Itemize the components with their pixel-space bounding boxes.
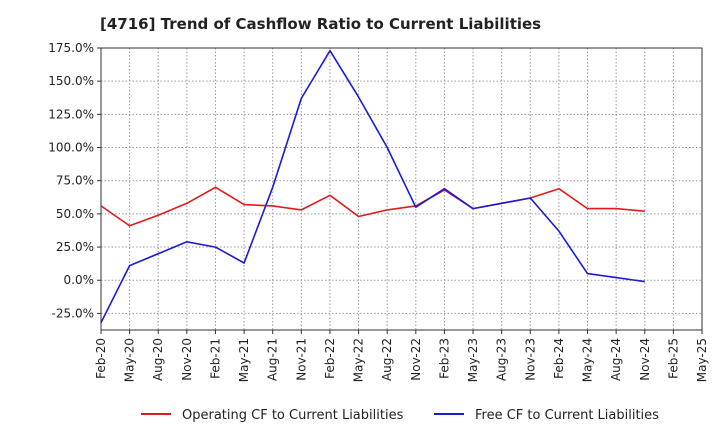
y-tick-label: 0.0%: [64, 273, 95, 287]
y-tick-label: 25.0%: [56, 240, 94, 254]
y-tick-label: 125.0%: [48, 107, 94, 121]
legend-item-free-cf: Free CF to Current Liabilities: [434, 408, 659, 423]
x-tick-label: May-22: [352, 338, 366, 382]
x-tick-label: May-21: [237, 338, 251, 382]
plot-border: [100, 47, 703, 331]
x-tick-label: Feb-25: [666, 338, 680, 379]
legend-label: Operating CF to Current Liabilities: [182, 408, 404, 423]
x-tick-label: Feb-22: [323, 338, 337, 379]
x-tick-label: Nov-20: [180, 338, 194, 381]
x-tick-label: Aug-24: [609, 338, 623, 381]
y-tick-label: 100.0%: [48, 141, 94, 155]
x-tick-label: Feb-20: [94, 338, 108, 379]
x-tick-label: Nov-22: [409, 338, 423, 381]
x-tick-label: Aug-23: [495, 338, 509, 381]
legend-label: Free CF to Current Liabilities: [475, 408, 659, 423]
x-tick-label: Aug-22: [380, 338, 394, 381]
y-tick-label: 175.0%: [48, 41, 94, 55]
x-tick-label: May-25: [695, 338, 709, 382]
x-tick-label: Aug-21: [266, 338, 280, 381]
plot-background: [101, 48, 702, 330]
chart-title: [4716] Trend of Cashflow Ratio to Curren…: [100, 15, 542, 33]
x-tick-label: Aug-20: [151, 338, 165, 381]
x-tick-label: Feb-23: [437, 338, 451, 379]
x-tick-label: May-24: [581, 338, 595, 382]
series-line-operating-cf: [100, 186, 645, 227]
x-tick-label: Nov-24: [638, 338, 652, 381]
y-tick-label: 150.0%: [48, 74, 94, 88]
x-tick-label: May-20: [123, 338, 137, 382]
x-tick-label: Feb-24: [552, 338, 566, 379]
x-tick-label: Feb-21: [208, 338, 222, 379]
y-tick-label: 50.0%: [56, 207, 94, 221]
series-line-free-cf: [100, 49, 645, 324]
x-tick-label: Nov-21: [294, 338, 308, 381]
legend-item-operating-cf: Operating CF to Current Liabilities: [141, 408, 404, 423]
y-tick-label: 75.0%: [56, 174, 94, 188]
x-tick-label: Nov-23: [523, 338, 537, 381]
x-tick-label: May-23: [466, 338, 480, 382]
y-tick-label: -25.0%: [52, 306, 94, 320]
